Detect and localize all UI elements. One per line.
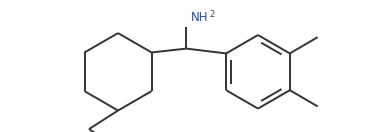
Text: NH: NH [191, 11, 209, 24]
Text: 2: 2 [209, 10, 214, 19]
